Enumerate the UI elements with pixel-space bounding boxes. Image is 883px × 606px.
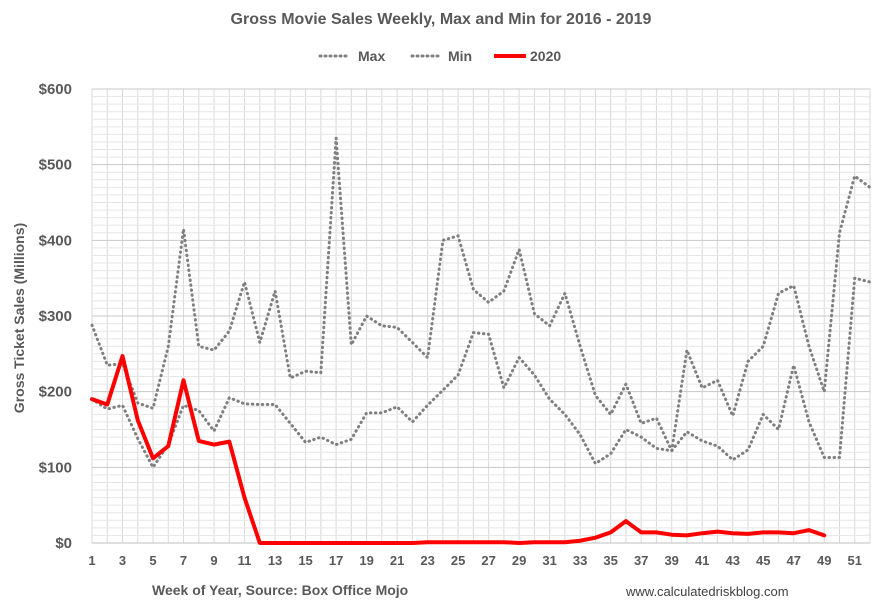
x-tick-label: 39 [664, 553, 678, 568]
y-tick-label: $300 [39, 308, 72, 325]
x-tick-label: 15 [298, 553, 312, 568]
gridlines [91, 88, 871, 544]
y-tick-label: $100 [39, 459, 72, 476]
legend-label-2020: 2020 [530, 48, 561, 64]
x-tick-label: 45 [756, 553, 770, 568]
chart-title: Gross Movie Sales Weekly, Max and Min fo… [231, 11, 652, 28]
credit-text: www.calculatedriskblog.com [625, 584, 789, 599]
x-tick-label: 21 [390, 553, 404, 568]
legend-label-min: Min [448, 48, 472, 64]
x-tick-label: 23 [420, 553, 434, 568]
series-min-line [90, 276, 872, 469]
x-tick-label: 33 [573, 553, 587, 568]
x-tick-label: 35 [603, 553, 617, 568]
x-tick-label: 5 [149, 553, 156, 568]
x-tick-label: 43 [725, 553, 739, 568]
y-axis-label: Gross Ticket Sales (Millions) [11, 223, 27, 413]
series-layer [90, 136, 872, 545]
x-tick-label: 37 [634, 553, 648, 568]
x-tick-label: 31 [542, 553, 556, 568]
x-tick-label: 9 [210, 553, 217, 568]
legend-label-max: Max [358, 48, 385, 64]
x-tick-labels: 1 3 5 7 9 11 13 15 17 19 21 23 25 27 29 31 33 35 37 39 41 43 4… [88, 553, 862, 568]
y-tick-label: $400 [39, 232, 72, 249]
x-tick-label: 3 [119, 553, 126, 568]
y-tick-label: $200 [39, 384, 72, 401]
y-tick-label: $600 [39, 81, 72, 98]
y-tick-labels: $0 $100 $200 $300 $400 $500 $600 [39, 81, 72, 552]
x-tick-label: 51 [848, 553, 862, 568]
x-tick-label: 27 [481, 553, 495, 568]
x-tick-label: 1 [88, 553, 95, 568]
y-tick-label: $0 [55, 535, 72, 552]
series-max-line [90, 136, 872, 453]
x-tick-label: 17 [329, 553, 343, 568]
x-tick-label: 25 [451, 553, 465, 568]
x-tick-label: 41 [695, 553, 709, 568]
x-tick-label: 49 [817, 553, 831, 568]
x-tick-label: 19 [359, 553, 373, 568]
x-tick-label: 29 [512, 553, 526, 568]
x-axis-label: Week of Year, Source: Box Office Mojo [152, 582, 408, 598]
y-tick-label: $500 [39, 157, 72, 174]
series-2020-line [90, 354, 827, 545]
legend: Max Min 2020 [318, 48, 561, 64]
x-tick-label: 13 [268, 553, 282, 568]
x-tick-label: 47 [786, 553, 800, 568]
x-tick-label: 11 [238, 553, 252, 568]
x-tick-label: 7 [180, 553, 187, 568]
